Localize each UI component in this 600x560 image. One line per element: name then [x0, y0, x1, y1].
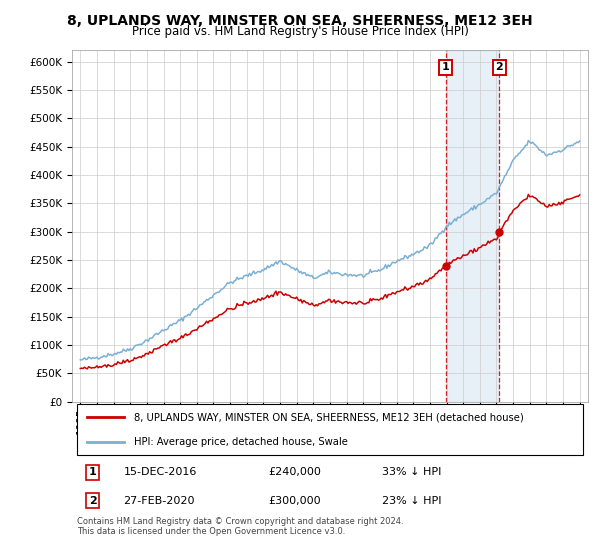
Text: £300,000: £300,000: [268, 496, 321, 506]
Text: Price paid vs. HM Land Registry's House Price Index (HPI): Price paid vs. HM Land Registry's House …: [131, 25, 469, 38]
FancyBboxPatch shape: [77, 404, 583, 455]
Bar: [446, 50, 499, 402]
Text: 2: 2: [496, 62, 503, 72]
Text: 8, UPLANDS WAY, MINSTER ON SEA, SHEERNESS, ME12 3EH (detached house): 8, UPLANDS WAY, MINSTER ON SEA, SHEERNES…: [134, 412, 524, 422]
Text: £240,000: £240,000: [268, 468, 321, 477]
Text: 8, UPLANDS WAY, MINSTER ON SEA, SHEERNESS, ME12 3EH: 8, UPLANDS WAY, MINSTER ON SEA, SHEERNES…: [67, 14, 533, 28]
Text: 1: 1: [442, 62, 449, 72]
Text: 23% ↓ HPI: 23% ↓ HPI: [382, 496, 441, 506]
Text: 33% ↓ HPI: 33% ↓ HPI: [382, 468, 441, 477]
Text: 1: 1: [89, 468, 97, 477]
Text: 27-FEB-2020: 27-FEB-2020: [124, 496, 195, 506]
Text: Contains HM Land Registry data © Crown copyright and database right 2024.
This d: Contains HM Land Registry data © Crown c…: [77, 516, 404, 536]
Text: 2: 2: [89, 496, 97, 506]
Text: 15-DEC-2016: 15-DEC-2016: [124, 468, 197, 477]
Text: HPI: Average price, detached house, Swale: HPI: Average price, detached house, Swal…: [134, 437, 348, 447]
